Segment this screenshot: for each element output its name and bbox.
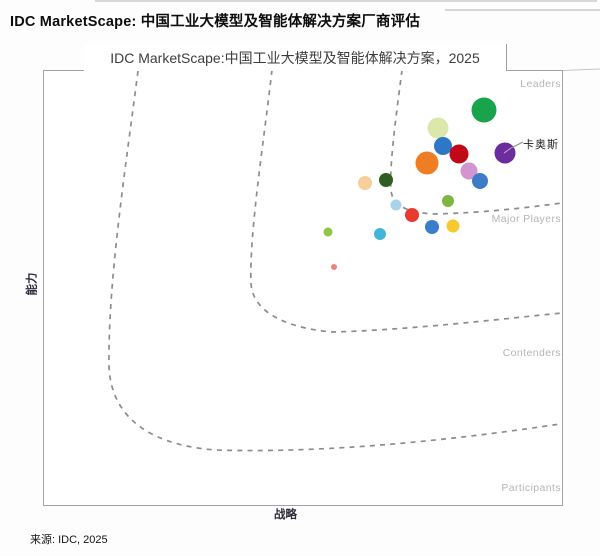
vendor-bubble (472, 173, 488, 189)
annotation-leader-line (510, 141, 524, 149)
border-artifact-line (562, 68, 600, 71)
vendor-bubble (331, 264, 337, 270)
vendor-bubble (471, 97, 497, 123)
y-axis-label: 能力 (26, 272, 39, 296)
region-label-contenders: Contenders (502, 347, 561, 359)
window-edge-artifact-top (95, 0, 597, 2)
vendor-bubble (446, 219, 460, 233)
vendor-bubble (460, 162, 478, 180)
vendor-bubble (405, 208, 419, 222)
vendor-bubble (434, 137, 452, 155)
vendor-bubble (415, 151, 439, 175)
vendor-bubble (323, 227, 333, 237)
vendor-bubble (449, 144, 469, 164)
source-note: 来源: IDC, 2025 (30, 534, 108, 546)
vendor-bubbles (323, 97, 516, 270)
chart-title: IDC MarketScape:中国工业大模型及智能体解决方案，2025 (110, 49, 480, 66)
vendor-bubble (374, 228, 386, 240)
boundary-arc-contenders-majorplayers (249, 69, 563, 333)
plot-area (43, 70, 563, 506)
boundary-arc-majorplayers-leaders (389, 69, 563, 215)
vendor-bubble (358, 176, 372, 190)
region-label-major-players: Major Players (491, 213, 561, 225)
vendor-bubble (442, 195, 454, 207)
vendor-bubble (425, 220, 439, 234)
vendor-annotation-label: 卡奥斯 (523, 139, 559, 151)
vendor-bubble (427, 117, 449, 139)
region-label-participants: Participants (501, 482, 561, 494)
window-edge-artifact-right (445, 9, 600, 11)
page-title: IDC MarketScape: 中国工业大模型及智能体解决方案厂商评估 (10, 14, 421, 30)
annotation-leader-line-inner (503, 147, 512, 154)
region-label-leaders: Leaders (520, 78, 561, 90)
vendor-bubble (390, 199, 402, 211)
chart-title-box: IDC MarketScape:中国工业大模型及智能体解决方案，2025 (84, 44, 507, 71)
vendor-bubble (379, 173, 393, 187)
x-axis-label: 战略 (274, 509, 297, 521)
